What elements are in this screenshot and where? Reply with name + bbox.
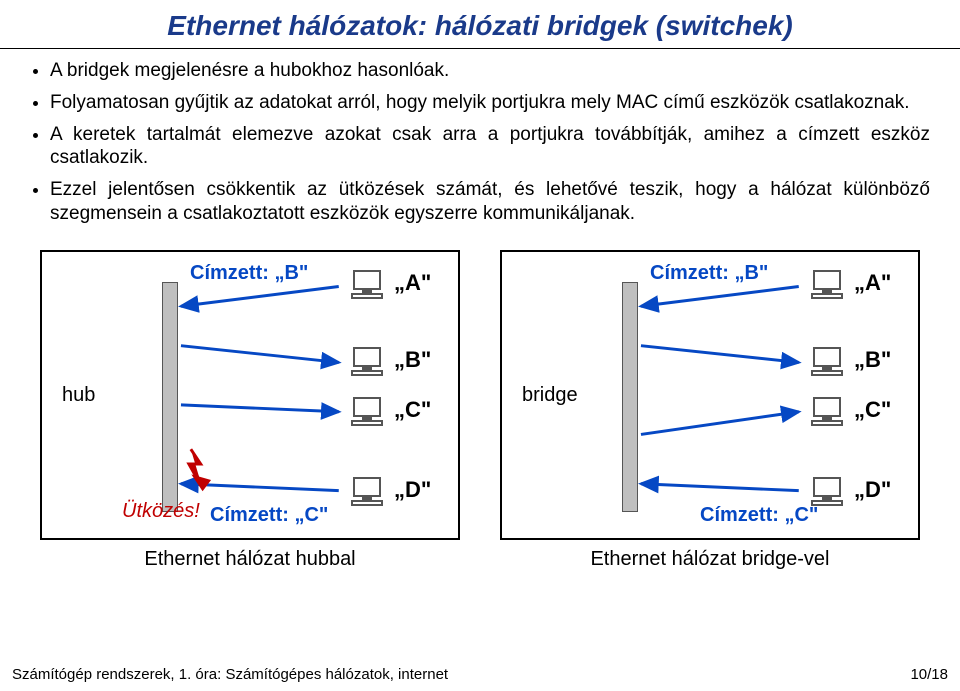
bullet-list: A bridgek megjelenésre a hubokhoz hasonl… xyxy=(30,59,930,226)
pc-label-c: „C" xyxy=(854,397,891,423)
collision-label: Ütközés! xyxy=(122,500,200,523)
bullet-item: A keretek tartalmát elemezve azokat csak… xyxy=(50,123,930,171)
pc-label-a: „A" xyxy=(854,270,891,296)
caption-bridge: Ethernet hálózat bridge-vel xyxy=(500,548,920,571)
msg-to-b-label: Címzett: „B" xyxy=(650,262,768,285)
pc-icon xyxy=(807,270,847,304)
footer-left: Számítógép rendszerek, 1. óra: Számítógé… xyxy=(12,666,448,683)
pc-icon xyxy=(347,397,387,431)
pc-label-d: „D" xyxy=(394,477,431,503)
bullet-item: Ezzel jelentősen csökkentik az ütközések… xyxy=(50,178,930,226)
pc-label-b: „B" xyxy=(394,347,431,373)
pc-icon xyxy=(347,347,387,381)
bullet-item: A bridgek megjelenésre a hubokhoz hasonl… xyxy=(50,59,930,83)
diagram-hub-box: hub „A" „B" „C" „D" Címzett: „B" xyxy=(40,250,460,540)
pc-label-b: „B" xyxy=(854,347,891,373)
diagram-bridge-box: bridge „A" „B" „C" „D" Címzett: „B" xyxy=(500,250,920,540)
msg-to-c-label: Címzett: „C" xyxy=(700,504,818,527)
caption-hub: Ethernet hálózat hubbal xyxy=(40,548,460,571)
hub-device xyxy=(162,282,178,512)
pc-label-c: „C" xyxy=(394,397,431,423)
content-area: A bridgek megjelenésre a hubokhoz hasonl… xyxy=(0,59,960,571)
msg-to-b-label: Címzett: „B" xyxy=(190,262,308,285)
title-rule xyxy=(0,48,960,49)
diagram-left-wrapper: hub „A" „B" „C" „D" Címzett: „B" xyxy=(40,250,460,571)
bullet-item: Folyamatosan gyűjtik az adatokat arról, … xyxy=(50,91,930,115)
slide-footer: Számítógép rendszerek, 1. óra: Számítógé… xyxy=(12,666,948,683)
footer-page-number: 10/18 xyxy=(910,666,948,683)
pc-icon xyxy=(807,347,847,381)
pc-icon xyxy=(347,477,387,511)
bridge-label: bridge xyxy=(522,384,578,407)
diagram-right-wrapper: bridge „A" „B" „C" „D" Címzett: „B" xyxy=(500,250,920,571)
bridge-device xyxy=(622,282,638,512)
pc-label-d: „D" xyxy=(854,477,891,503)
diagram-row: hub „A" „B" „C" „D" Címzett: „B" xyxy=(30,250,930,571)
pc-label-a: „A" xyxy=(394,270,431,296)
pc-icon xyxy=(807,397,847,431)
pc-icon xyxy=(347,270,387,304)
msg-to-c-label: Címzett: „C" xyxy=(210,504,328,527)
hub-label: hub xyxy=(62,384,95,407)
slide-title: Ethernet hálózatok: hálózati bridgek (sw… xyxy=(0,0,960,42)
